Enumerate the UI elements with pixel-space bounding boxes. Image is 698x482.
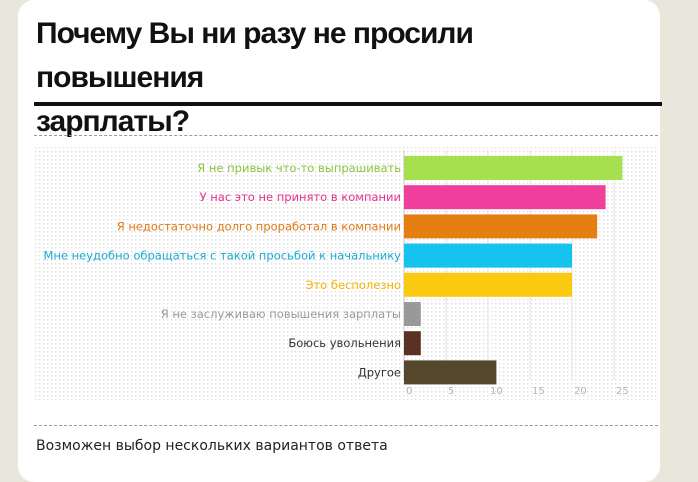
footnote: Возможен выбор нескольких вариантов отве… [36, 438, 388, 454]
chart-category-label: Я не привык что-то выпрашивать [197, 161, 401, 175]
chart-bar [404, 272, 572, 297]
chart-category-label: Это бесполезно [305, 278, 401, 292]
chart-tick-label: 5 [448, 386, 454, 397]
bar-chart: Я не привык что-то выпрашивать У нас это … [34, 146, 658, 402]
chart-tick-labels: 0 5 10 15 20 25 [406, 386, 629, 397]
page-title: Почему Вы ни разу не просили повышения з… [36, 12, 636, 144]
bar-chart-svg: Я не привык что-то выпрашивать У нас это … [34, 146, 658, 402]
chart-category-labels: Я не привык что-то выпрашивать У нас это … [43, 161, 401, 379]
chart-category-label: У нас это не принято в компании [200, 190, 401, 204]
chart-category-label: Я недостаточно долго проработал в компан… [117, 219, 401, 233]
chart-bar [404, 302, 421, 326]
chart-category-label: Я не заслуживаю повышения зарплаты [161, 307, 401, 321]
title-underline [34, 102, 662, 106]
chart-category-label: Мне неудобно обращаться с такой просьбой… [43, 249, 401, 263]
title-line-1: Почему Вы ни разу не просили повышения [36, 17, 474, 94]
divider-bottom [34, 425, 658, 426]
chart-tick-label: 0 [406, 386, 412, 397]
divider-top [34, 135, 658, 136]
chart-bars [404, 156, 623, 385]
chart-bar [404, 331, 421, 356]
chart-category-label: Боюсь увольнения [288, 336, 401, 350]
chart-bar [404, 243, 572, 268]
chart-bar [404, 185, 606, 210]
chart-bar [404, 214, 598, 239]
chart-bar [404, 360, 497, 385]
chart-tick-label: 25 [616, 386, 629, 397]
chart-tick-label: 15 [532, 386, 545, 397]
chart-tick-label: 10 [490, 386, 503, 397]
title-line-2: зарплаты? [36, 105, 190, 138]
chart-category-label: Другое [358, 365, 401, 379]
chart-tick-label: 20 [574, 386, 587, 397]
chart-bar [404, 156, 623, 180]
